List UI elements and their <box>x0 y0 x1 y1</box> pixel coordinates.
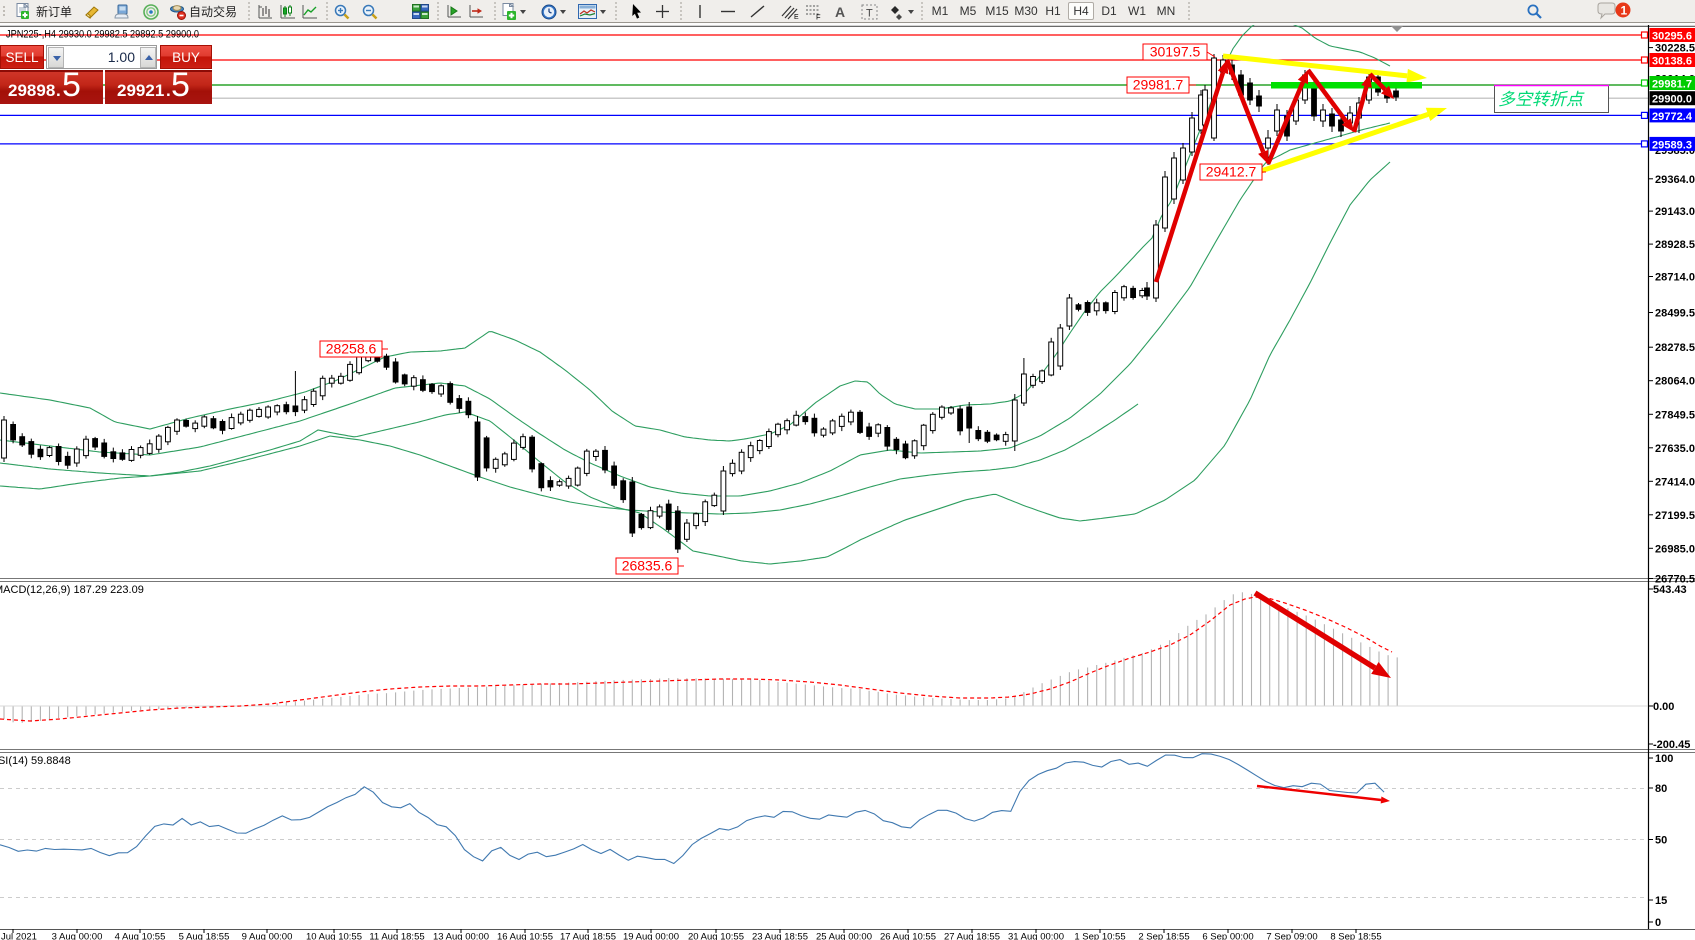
svg-text:17 Aug 18:55: 17 Aug 18:55 <box>560 932 616 940</box>
svg-text:28258.6: 28258.6 <box>326 341 377 357</box>
svg-text:29589.3: 29589.3 <box>1652 139 1692 151</box>
svg-text:30228.5: 30228.5 <box>1655 43 1695 55</box>
svg-text:27199.5: 27199.5 <box>1655 510 1695 522</box>
svg-text:26985.0: 26985.0 <box>1655 543 1695 555</box>
svg-text:29364.0: 29364.0 <box>1655 174 1695 186</box>
svg-text:30197.5: 30197.5 <box>1150 44 1201 60</box>
svg-text:28714.0: 28714.0 <box>1655 272 1695 284</box>
svg-text:28064.0: 28064.0 <box>1655 376 1695 388</box>
svg-text:26770.5: 26770.5 <box>1655 574 1695 586</box>
svg-text:多空转折点: 多空转折点 <box>1498 90 1585 109</box>
svg-text:28928.5: 28928.5 <box>1655 239 1695 251</box>
svg-text:20 Aug 10:55: 20 Aug 10:55 <box>688 932 744 940</box>
svg-text:7 Sep 09:00: 7 Sep 09:00 <box>1266 932 1317 940</box>
svg-text:T: T <box>866 7 873 19</box>
svg-text:29981.7: 29981.7 <box>1652 79 1692 91</box>
svg-text:15: 15 <box>1655 895 1667 907</box>
svg-text:27414.0: 27414.0 <box>1655 476 1695 488</box>
svg-text:25 Aug 00:00: 25 Aug 00:00 <box>816 932 872 940</box>
svg-text:F: F <box>816 12 821 20</box>
svg-text:0: 0 <box>1655 917 1661 929</box>
svg-text:29981.7: 29981.7 <box>1133 77 1184 93</box>
svg-text:4 Aug 10:55: 4 Aug 10:55 <box>115 932 166 940</box>
svg-text:11 Aug 18:55: 11 Aug 18:55 <box>369 932 424 940</box>
svg-text:50: 50 <box>1655 835 1667 847</box>
svg-text:26835.6: 26835.6 <box>622 558 673 574</box>
svg-text:1 Sep 10:55: 1 Sep 10:55 <box>1074 932 1125 940</box>
svg-text:30295.6: 30295.6 <box>1652 31 1692 43</box>
svg-text:Jul 2021: Jul 2021 <box>1 932 37 940</box>
svg-text:29412.7: 29412.7 <box>1206 164 1257 180</box>
svg-text:1: 1 <box>1621 3 1628 17</box>
svg-text:10 Aug 10:55: 10 Aug 10:55 <box>306 932 362 940</box>
svg-text:80: 80 <box>1655 783 1667 795</box>
svg-text:JPN225-,H4 29930.0 29982.5 29: JPN225-,H4 29930.0 29982.5 29892.5 29900… <box>6 29 199 41</box>
svg-text:29900.0: 29900.0 <box>1652 94 1692 106</box>
svg-text:27635.0: 27635.0 <box>1655 443 1695 455</box>
svg-text:27 Aug 18:55: 27 Aug 18:55 <box>944 932 1000 940</box>
svg-text:28278.5: 28278.5 <box>1655 342 1695 354</box>
svg-text:29772.4: 29772.4 <box>1652 111 1693 123</box>
svg-text:16 Aug 10:55: 16 Aug 10:55 <box>497 932 553 940</box>
svg-text:3 Aug 00:00: 3 Aug 00:00 <box>52 932 103 940</box>
svg-text:30138.6: 30138.6 <box>1652 56 1692 68</box>
svg-text:31 Aug 00:00: 31 Aug 00:00 <box>1008 932 1064 940</box>
svg-text:2 Sep 18:55: 2 Sep 18:55 <box>1138 932 1189 940</box>
svg-text:100: 100 <box>1655 753 1673 765</box>
svg-text:28499.5: 28499.5 <box>1655 308 1695 320</box>
svg-text:6 Sep 00:00: 6 Sep 00:00 <box>1202 932 1253 940</box>
svg-text:-200.45: -200.45 <box>1653 739 1690 751</box>
svg-text:19 Aug 00:00: 19 Aug 00:00 <box>623 932 679 940</box>
svg-text:29143.0: 29143.0 <box>1655 206 1695 218</box>
svg-text:MACD(12,26,9) 187.29 223.09: MACD(12,26,9) 187.29 223.09 <box>0 584 144 596</box>
svg-text:8 Sep 18:55: 8 Sep 18:55 <box>1330 932 1381 940</box>
svg-text:9 Aug 00:00: 9 Aug 00:00 <box>242 932 293 940</box>
svg-text:23 Aug 18:55: 23 Aug 18:55 <box>752 932 808 940</box>
svg-text:0.00: 0.00 <box>1653 701 1674 713</box>
svg-text:E: E <box>794 14 799 20</box>
svg-text:26 Aug 10:55: 26 Aug 10:55 <box>880 932 936 940</box>
svg-text:13 Aug 00:00: 13 Aug 00:00 <box>433 932 489 940</box>
svg-text:RSI(14) 59.8848: RSI(14) 59.8848 <box>0 755 71 767</box>
svg-text:5 Aug 18:55: 5 Aug 18:55 <box>179 932 230 940</box>
svg-text:27849.5: 27849.5 <box>1655 409 1695 421</box>
svg-text:543.43: 543.43 <box>1653 584 1687 596</box>
